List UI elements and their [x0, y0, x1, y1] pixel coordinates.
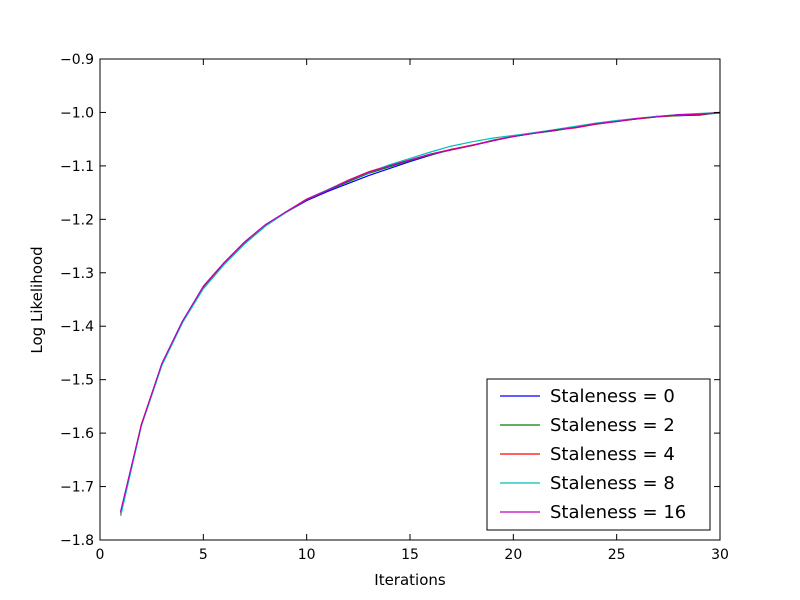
- x-tick-label: 0: [96, 547, 105, 563]
- x-tick-label: 30: [711, 547, 729, 563]
- x-tick-label: 10: [298, 547, 316, 563]
- legend-label: Staleness = 4: [550, 444, 675, 465]
- tick-layer: 0 5 10 15 20 25 30 −1.8 −1.7 −1.6 −1.5 −1.4 −1.3 −1.2…: [60, 52, 729, 563]
- legend-label: Staleness = 8: [550, 473, 675, 494]
- series-line-staleness-8: [120, 111, 721, 517]
- x-tick-label: 25: [608, 547, 626, 563]
- y-axis-label: Log Likelihood: [28, 246, 46, 353]
- series-line-staleness-16: [120, 111, 721, 512]
- y-tick-label: −1.8: [60, 533, 94, 549]
- x-tick-label: 5: [199, 547, 208, 563]
- y-tick-label: −1.1: [60, 159, 94, 175]
- legend-label: Staleness = 0: [550, 386, 675, 407]
- y-tick-label: −1.4: [60, 319, 94, 335]
- series-layer: [120, 111, 721, 517]
- legend: Staleness = 0 Staleness = 2 Staleness = 4 S…: [486, 378, 711, 531]
- x-tick-label: 15: [401, 547, 419, 563]
- y-tick-label: −0.9: [60, 52, 94, 68]
- y-tick-label: −1.5: [60, 373, 94, 389]
- legend-label: Staleness = 16: [550, 502, 686, 523]
- x-tick-label: 20: [504, 547, 522, 563]
- y-tick-label: −1.0: [60, 105, 94, 121]
- legend-label: Staleness = 2: [550, 415, 675, 436]
- x-axis-label: Iterations: [374, 571, 446, 589]
- y-tick-label: −1.7: [60, 480, 94, 496]
- y-tick-label: −1.2: [60, 212, 94, 228]
- y-tick-label: −1.6: [60, 426, 94, 442]
- y-tick-label: −1.3: [60, 266, 94, 282]
